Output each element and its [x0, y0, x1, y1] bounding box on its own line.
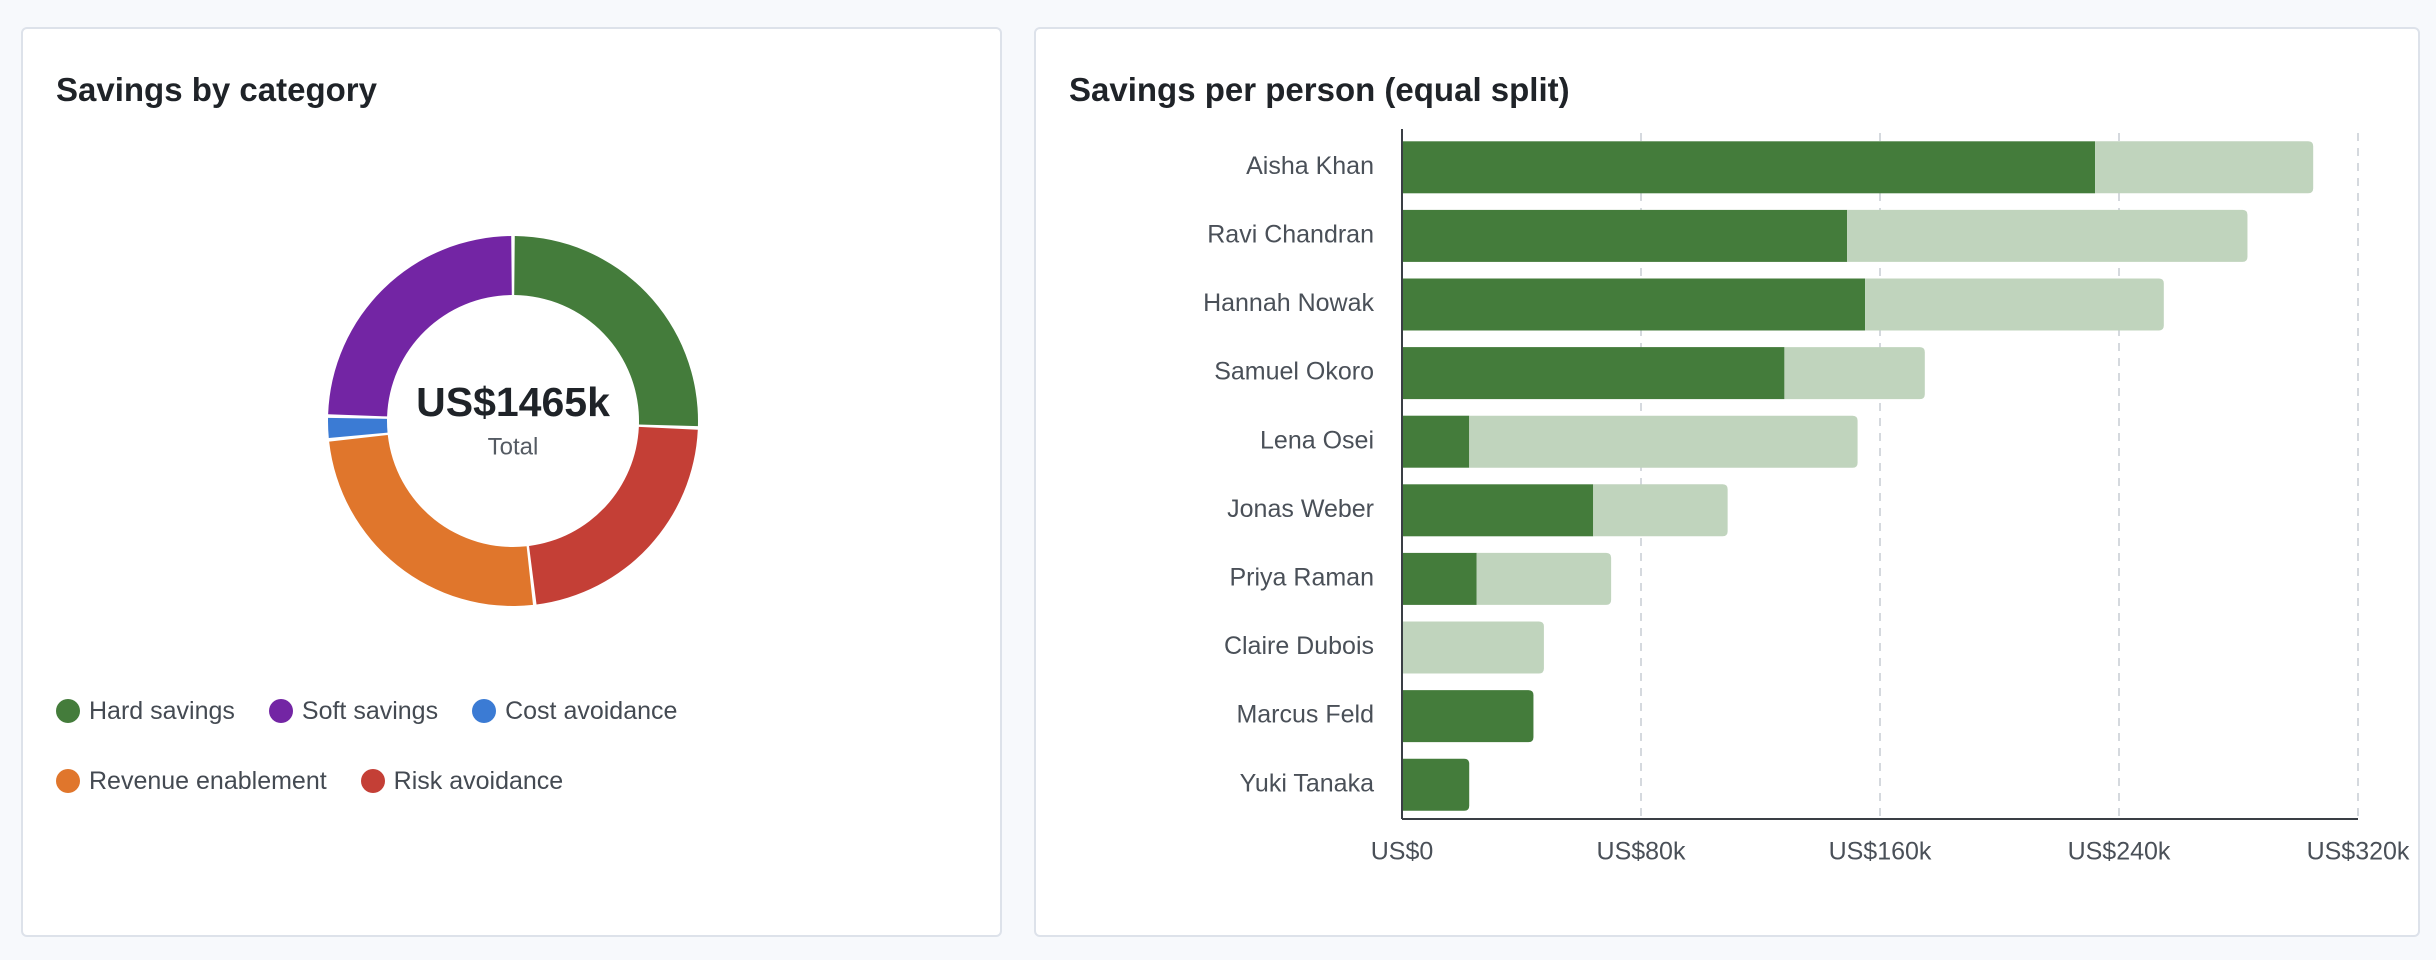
savings-per-person-card: Savings per person (equal split) Aisha K…	[1034, 27, 2420, 937]
bar-chart: Aisha Khan Ravi Chandran Hannah Nowak Samue…	[1203, 129, 2410, 866]
donut-slice-risk-avoidance[interactable]	[529, 426, 698, 605]
legend-swatch	[472, 699, 497, 723]
legend-swatch	[56, 699, 80, 723]
bar-chart-title: Savings per person (equal split)	[1069, 71, 1570, 108]
legend-item-cost-avoidance[interactable]: Cost avoidance	[472, 691, 677, 731]
x-tick-label: US$320k	[2307, 838, 2410, 866]
category-label: Claire Dubois	[1224, 632, 1374, 660]
savings-by-category-card: Savings by category US$1465k Total Hard …	[21, 27, 1002, 937]
bar-priya-raman-series-2[interactable]	[1476, 552, 1612, 605]
bar-lena-osei-series-1[interactable]	[1402, 415, 1470, 468]
legend-item-risk-avoidance[interactable]: Risk avoidance	[360, 761, 564, 801]
category-label: Ravi Chandran	[1207, 221, 1374, 249]
legend-label: Cost avoidance	[505, 696, 678, 725]
category-label: Hannah Nowak	[1203, 289, 1374, 317]
legend-item-revenue-enablement[interactable]: Revenue enablement	[56, 761, 327, 801]
legend-label: Hard savings	[89, 696, 235, 725]
donut-legend: Hard savings Soft savings Cost avoidance…	[56, 691, 956, 801]
category-label: Aisha Khan	[1246, 152, 1374, 180]
donut-slice-revenue-enablement[interactable]	[329, 435, 534, 606]
x-tick-label: US$0	[1371, 838, 1434, 866]
legend-label: Soft savings	[301, 696, 439, 725]
bar-jonas-weber-series-1[interactable]	[1402, 484, 1594, 537]
bar-hannah-nowak-series-2[interactable]	[1865, 278, 2164, 331]
category-label: Marcus Feld	[1236, 701, 1374, 729]
donut-slice-soft-savings[interactable]	[328, 236, 512, 417]
legend-item-hard-savings[interactable]: Hard savings	[56, 691, 235, 731]
legend-swatch	[268, 699, 293, 723]
bar-aisha-khan-series-1[interactable]	[1402, 141, 2096, 194]
donut-slice-hard-savings[interactable]	[514, 236, 698, 427]
donut-total-value: US$1465k	[416, 379, 610, 425]
bar-ravi-chandran-series-1[interactable]	[1402, 209, 1848, 262]
bar-ravi-chandran-series-2[interactable]	[1847, 209, 2248, 262]
legend-swatch	[360, 769, 385, 793]
bar-samuel-okoro-series-1[interactable]	[1402, 347, 1785, 400]
category-label: Priya Raman	[1230, 564, 1375, 592]
bar-jonas-weber-series-2[interactable]	[1593, 484, 1728, 537]
category-label: Yuki Tanaka	[1240, 769, 1374, 797]
donut-chart: US$1465k Total	[328, 236, 698, 606]
category-label: Lena Osei	[1260, 426, 1374, 454]
x-tick-label: US$240k	[2068, 838, 2171, 866]
bar-marcus-feld-series-1[interactable]	[1402, 690, 1534, 743]
bar-lena-osei-series-2[interactable]	[1469, 415, 1858, 468]
bar-claire-dubois-series-2[interactable]	[1402, 621, 1544, 674]
donut-chart-title: Savings by category	[56, 71, 377, 108]
bar-samuel-okoro-series-2[interactable]	[1784, 347, 1925, 400]
bar-aisha-khan-series-2[interactable]	[2095, 141, 2314, 194]
category-label: Jonas Weber	[1227, 495, 1374, 523]
donut-total-label: Total	[488, 433, 539, 460]
bar-yuki-tanaka-series-1[interactable]	[1402, 758, 1470, 811]
legend-item-soft-savings[interactable]: Soft savings	[268, 691, 439, 731]
legend-swatch	[56, 769, 80, 793]
legend-label: Risk avoidance	[393, 766, 564, 795]
x-tick-label: US$80k	[1597, 838, 1686, 866]
legend-label: Revenue enablement	[89, 766, 327, 795]
bar-priya-raman-series-1[interactable]	[1402, 552, 1477, 605]
category-label: Samuel Okoro	[1214, 358, 1374, 386]
donut-slice-cost-avoidance[interactable]	[328, 417, 388, 439]
x-tick-label: US$160k	[1829, 838, 1932, 866]
bar-hannah-nowak-series-1[interactable]	[1402, 278, 1866, 331]
